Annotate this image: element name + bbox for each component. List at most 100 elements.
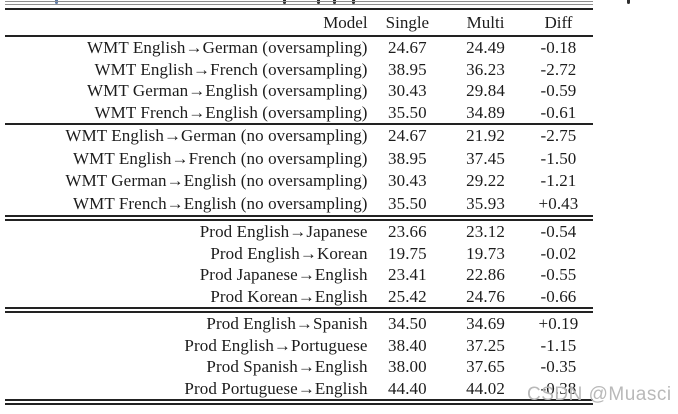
diff-cell: +0.43 xyxy=(538,193,579,213)
model-cell: Prod Japanese→English xyxy=(199,265,368,285)
cropped-caption-descender xyxy=(333,0,336,4)
model-cell: Prod English→Spanish xyxy=(206,314,368,334)
single-score-cell: 44.40 xyxy=(388,378,427,398)
multi-score-cell: 19.73 xyxy=(466,243,505,263)
multi-score-cell: 44.02 xyxy=(466,378,505,398)
table-row: WMT German→English (no oversampling) 30.4… xyxy=(5,170,593,193)
model-cell: Prod English→Japanese xyxy=(199,222,368,242)
single-score-cell: 25.42 xyxy=(388,286,427,306)
diff-cell: -2.75 xyxy=(540,126,577,145)
diff-cell: -0.59 xyxy=(540,81,577,100)
table-group: WMT English→German (no oversampling) 24.6… xyxy=(5,125,593,215)
model-cell: WMT German→English (no oversampling) xyxy=(65,171,368,191)
model-cell: WMT English→German (oversampling) xyxy=(86,38,368,57)
table-row: WMT English→German (no oversampling) 24.6… xyxy=(5,125,593,148)
diff-cell: -2.72 xyxy=(540,59,577,79)
multi-score-cell: 24.49 xyxy=(466,38,505,57)
table-rule xyxy=(5,8,593,10)
single-score-cell: 38.00 xyxy=(388,357,427,377)
multi-score-cell: 37.65 xyxy=(466,357,505,377)
multi-score-cell: 37.45 xyxy=(466,148,505,168)
multi-score-cell: 34.69 xyxy=(466,314,505,334)
column-header-model: Model xyxy=(323,13,368,32)
column-header-multi: Multi xyxy=(466,13,505,32)
table-rule xyxy=(5,35,593,37)
table-top-rule xyxy=(5,1,593,2)
table-row: Prod English→Portuguese 38.40 37.25 -1.15 xyxy=(5,335,593,357)
table-row: WMT English→German (oversampling) 24.67 24… xyxy=(5,37,593,59)
diff-cell: +0.19 xyxy=(538,314,579,334)
table-row: WMT English→French (oversampling) 38.95 36… xyxy=(5,59,593,81)
table-body: WMT English→German (oversampling) 24.67 24… xyxy=(5,37,593,406)
table-row: Prod English→Spanish 34.50 34.69 +0.19 xyxy=(5,313,593,335)
model-cell: WMT French→English (oversampling) xyxy=(94,102,368,122)
diff-cell: -1.15 xyxy=(540,335,577,355)
diff-cell: -0.55 xyxy=(540,265,577,285)
cropped-caption-descender xyxy=(352,0,355,4)
model-cell: Prod Spanish→English xyxy=(206,357,368,377)
cropped-caption-descender xyxy=(55,0,58,4)
watermark: CSDN @Muasci xyxy=(527,384,672,405)
table-group: Prod English→Japanese 23.66 23.12 -0.54 Prod… xyxy=(5,221,593,307)
cropped-caption-descender xyxy=(627,0,630,4)
model-cell: WMT English→French (no oversampling) xyxy=(72,148,368,168)
column-header-diff: Diff xyxy=(544,13,573,32)
table-row: Prod English→Korean 19.75 19.73 -0.02 xyxy=(5,243,593,265)
table-row: WMT French→English (no oversampling) 35.5… xyxy=(5,193,593,216)
single-score-cell: 23.66 xyxy=(388,222,427,242)
multi-score-cell: 23.12 xyxy=(466,222,505,242)
column-header-single: Single xyxy=(385,13,430,32)
model-cell: Prod Portuguese→English xyxy=(184,378,368,398)
cropped-caption-descender xyxy=(317,0,320,4)
diff-cell: -0.38 xyxy=(540,378,577,398)
diff-cell: -0.61 xyxy=(540,102,577,122)
table-row: WMT English→French (no oversampling) 38.9… xyxy=(5,148,593,171)
table-row: Prod English→Japanese 23.66 23.12 -0.54 xyxy=(5,221,593,243)
model-cell: WMT German→English (oversampling) xyxy=(86,81,368,100)
table-group: Prod English→Spanish 34.50 34.69 +0.19 Prod … xyxy=(5,313,593,399)
multi-score-cell: 21.92 xyxy=(466,126,505,145)
model-cell: WMT English→German (no oversampling) xyxy=(65,126,368,145)
diff-cell: -0.66 xyxy=(540,286,577,306)
table-header-row: Model Single Multi Diff xyxy=(5,10,593,35)
diff-cell: -0.54 xyxy=(540,222,577,242)
model-cell: WMT English→French (oversampling) xyxy=(94,59,368,79)
single-score-cell: 38.40 xyxy=(388,335,427,355)
model-cell: Prod English→Korean xyxy=(210,243,368,263)
table-row: Prod Portuguese→English 44.40 44.02 -0.38 xyxy=(5,378,593,400)
multi-score-cell: 36.23 xyxy=(466,59,505,79)
single-score-cell: 38.95 xyxy=(388,59,427,79)
table-row: WMT French→English (oversampling) 35.50 34… xyxy=(5,102,593,124)
table-group: WMT English→German (oversampling) 24.67 24… xyxy=(5,37,593,123)
model-cell: WMT French→English (no oversampling) xyxy=(72,193,368,213)
multi-score-cell: 34.89 xyxy=(466,102,505,122)
multi-score-cell: 35.93 xyxy=(466,193,505,213)
diff-cell: -1.50 xyxy=(540,148,577,168)
diff-cell: -0.18 xyxy=(540,38,577,57)
cropped-caption-descender xyxy=(283,0,286,4)
multi-score-cell: 29.84 xyxy=(466,81,505,100)
diff-cell: -0.02 xyxy=(540,243,577,263)
multi-score-cell: 24.76 xyxy=(466,286,505,306)
diff-cell: -1.21 xyxy=(540,171,577,191)
single-score-cell: 35.50 xyxy=(388,102,427,122)
multi-score-cell: 29.22 xyxy=(466,171,505,191)
model-cell: Prod English→Portuguese xyxy=(184,335,368,355)
table-row: Prod Japanese→English 23.41 22.86 -0.55 xyxy=(5,264,593,286)
table-row: Prod Korean→English 25.42 24.76 -0.66 xyxy=(5,286,593,308)
single-score-cell: 34.50 xyxy=(388,314,427,334)
multi-score-cell: 37.25 xyxy=(466,335,505,355)
results-table: Model Single Multi Diff WMT English→Germ… xyxy=(5,1,593,406)
single-score-cell: 24.67 xyxy=(388,38,427,57)
single-score-cell: 30.43 xyxy=(388,171,427,191)
table-rule xyxy=(5,307,593,314)
table-rule xyxy=(5,215,593,222)
model-cell: Prod Korean→English xyxy=(210,286,368,306)
single-score-cell: 19.75 xyxy=(388,243,427,263)
table-row: WMT German→English (oversampling) 30.43 29… xyxy=(5,80,593,102)
single-score-cell: 23.41 xyxy=(388,265,427,285)
single-score-cell: 38.95 xyxy=(388,148,427,168)
diff-cell: -0.35 xyxy=(540,357,577,377)
single-score-cell: 30.43 xyxy=(388,81,427,100)
